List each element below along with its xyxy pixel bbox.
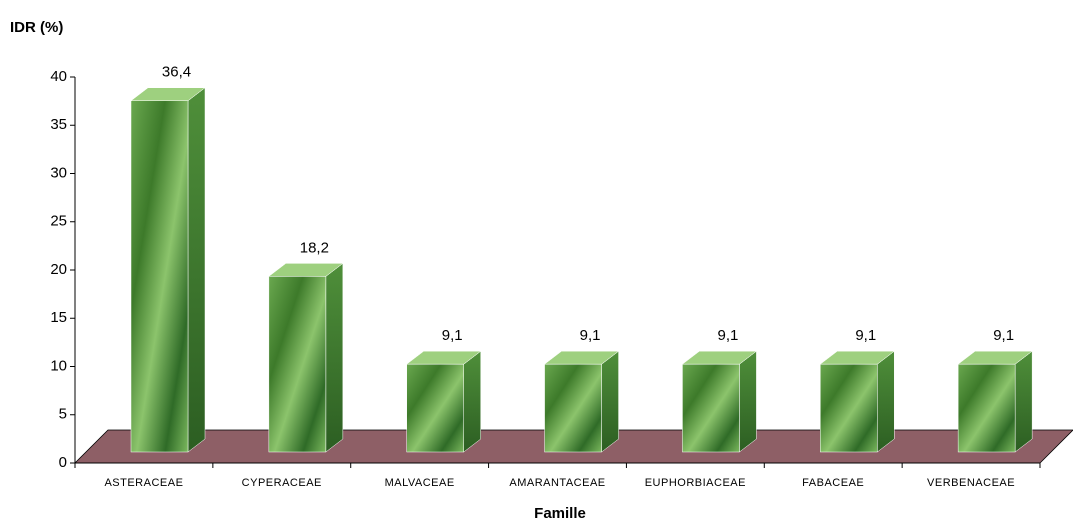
bar [406,363,464,453]
y-tick-label: 35 [50,116,67,133]
bar-side [739,350,757,453]
value-label: 9,1 [993,327,1014,344]
y-tick-label: 10 [50,357,67,374]
bar-side [877,350,895,453]
bar [130,100,189,453]
x-tick-label: EUPHORBIACEAE [645,477,746,489]
value-label: 9,1 [580,327,601,344]
bar [957,363,1016,453]
bar-side [325,262,344,453]
y-tick-label: 5 [59,406,67,423]
value-label: 9,1 [717,327,738,344]
bar-side [1014,350,1033,453]
x-tick-label: FABACEAE [802,477,864,489]
value-label: 9,1 [442,327,463,344]
value-label: 36,4 [162,64,191,81]
x-axis-title: Famille [534,505,586,522]
bar [268,276,327,453]
x-tick-label: MALVACEAE [385,477,455,489]
value-label: 9,1 [855,327,876,344]
y-tick-label: 15 [50,309,67,326]
bar-side [187,87,206,453]
y-tick-label: 0 [59,454,67,471]
value-label: 18,2 [300,239,329,256]
x-tick-label: VERBENACEAE [927,477,1015,489]
y-tick-label: 30 [50,164,67,181]
bar [682,363,740,453]
y-tick-label: 40 [50,68,67,85]
y-tick-label: 20 [50,261,67,278]
x-tick-label: ASTERACEAE [104,477,183,489]
bar [820,363,878,453]
y-axis-title: IDR (%) [10,19,63,36]
bar-side [463,350,481,453]
x-tick-label: AMARANTACEAE [509,477,605,489]
bar [544,363,602,453]
bar-side [601,350,619,453]
y-tick-label: 25 [50,213,67,230]
x-tick-label: CYPERACEAE [242,477,322,489]
